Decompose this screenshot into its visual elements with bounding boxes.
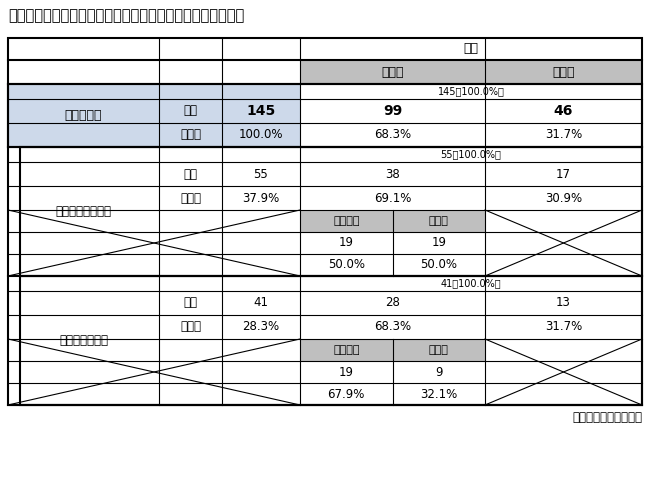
Text: 手続き閉始: 手続き閉始 [65, 109, 102, 122]
Bar [300, 38, 642, 60]
Text: 31.7%: 31.7% [545, 320, 582, 333]
Text: 32.1%: 32.1% [420, 387, 458, 400]
Text: 廃業型: 廃業型 [552, 65, 575, 78]
Bar [8, 38, 300, 60]
Bar [300, 99, 485, 123]
Bar [8, 38, 642, 405]
Bar [20, 147, 642, 276]
Text: 68.3%: 68.3% [374, 320, 411, 333]
Text: 30.9%: 30.9% [545, 191, 582, 204]
Bar [485, 60, 642, 84]
Text: 構成比: 構成比 [180, 191, 201, 204]
Bar [300, 84, 642, 99]
Text: 件数: 件数 [183, 105, 198, 118]
Bar [393, 339, 485, 361]
Bar [8, 60, 300, 84]
Text: うち計画の実施: うち計画の実施 [59, 334, 108, 347]
Text: 帝国データバンク調べ: 帝国データバンク調べ [572, 411, 642, 424]
Text: 145: 145 [246, 104, 276, 118]
Text: うち計画案の成立: うち計画案の成立 [55, 205, 112, 218]
Text: 41: 41 [254, 297, 268, 310]
Text: 55（100.0%）: 55（100.0%） [441, 149, 501, 160]
Text: 28: 28 [385, 297, 400, 310]
Text: 68.3%: 68.3% [374, 128, 411, 141]
Text: 69.1%: 69.1% [374, 191, 411, 204]
Bar [485, 123, 642, 147]
Text: 債務減免: 債務減免 [333, 345, 359, 355]
Text: 13: 13 [556, 297, 571, 310]
Text: リスケ: リスケ [429, 216, 448, 226]
Text: 55: 55 [254, 168, 268, 181]
Text: 46: 46 [554, 104, 573, 118]
Bar [300, 339, 393, 361]
Text: 38: 38 [385, 168, 400, 181]
Bar [20, 276, 642, 405]
Text: 19: 19 [431, 237, 447, 249]
Bar [485, 99, 642, 123]
Bar [300, 210, 393, 232]
Text: 37.9%: 37.9% [242, 191, 280, 204]
Text: 再生型: 再生型 [382, 65, 404, 78]
Bar [393, 210, 485, 232]
Text: 構成比: 構成比 [180, 128, 201, 141]
Text: 50.0%: 50.0% [421, 258, 457, 271]
Bar [300, 123, 485, 147]
Bar [8, 276, 642, 405]
Text: 構成比: 構成比 [180, 320, 201, 333]
Text: リスケ: リスケ [429, 345, 448, 355]
Bar [8, 38, 642, 405]
Text: 件数: 件数 [183, 168, 198, 181]
Bar [300, 60, 485, 84]
Text: 50.0%: 50.0% [328, 258, 365, 271]
Text: 31.7%: 31.7% [545, 128, 582, 141]
Text: 19: 19 [339, 366, 354, 378]
Text: 145（100.0%）: 145（100.0%） [437, 86, 504, 97]
Text: 99: 99 [383, 104, 402, 118]
Bar [8, 84, 642, 147]
Text: 「中小企業の事業再生等に関するガイドライン」の活用状況: 「中小企業の事業再生等に関するガイドライン」の活用状況 [8, 8, 244, 23]
Text: 9: 9 [435, 366, 443, 378]
Bar [8, 84, 300, 147]
Text: 件数: 件数 [183, 297, 198, 310]
Text: 67.9%: 67.9% [328, 387, 365, 400]
Text: 17: 17 [556, 168, 571, 181]
Text: 41（100.0%）: 41（100.0%） [441, 278, 501, 289]
Text: 19: 19 [339, 237, 354, 249]
Bar [8, 147, 642, 276]
Text: 28.3%: 28.3% [242, 320, 280, 333]
Text: 内訳: 内訳 [463, 43, 478, 56]
Text: 債務減免: 債務減免 [333, 216, 359, 226]
Text: 100.0%: 100.0% [239, 128, 283, 141]
